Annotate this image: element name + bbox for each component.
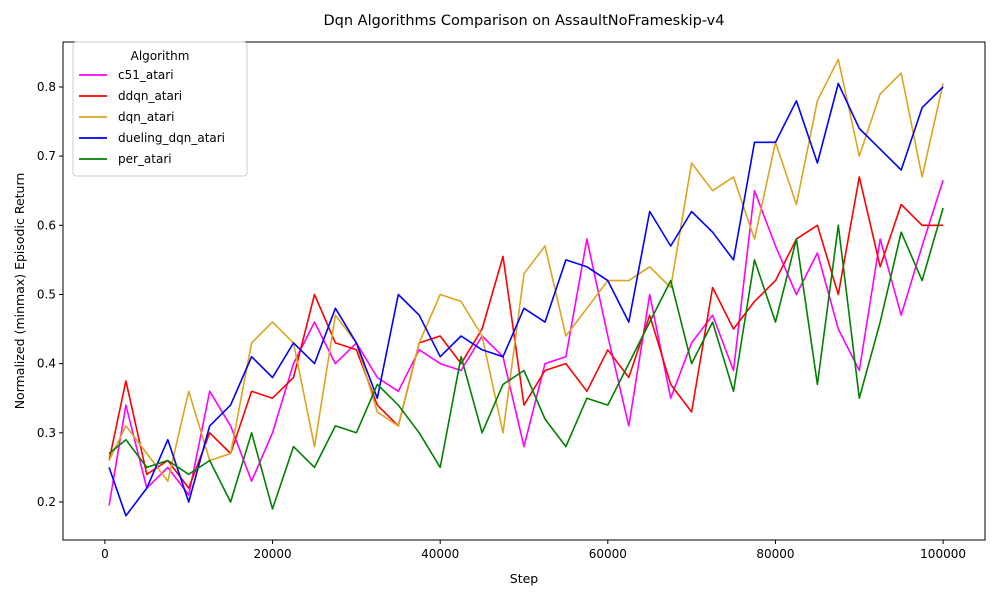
- chart-title: Dqn Algorithms Comparison on AssaultNoFr…: [324, 13, 725, 29]
- x-tick-label: 20000: [253, 547, 291, 561]
- legend-title: Algorithm: [131, 49, 190, 63]
- series-line-c51-atari: [108, 180, 944, 506]
- series-line-dueling-dqn-atari: [108, 82, 944, 517]
- series-line-ddqn-atari: [108, 176, 944, 489]
- legend-label-per-atari: per_atari: [118, 152, 172, 166]
- series-layer: [108, 58, 944, 517]
- legend-entries: c51_atari ddqn_atari dqn_atari dueling_dqn_…: [79, 68, 225, 166]
- legend-label-ddqn-atari: ddqn_atari: [118, 89, 182, 103]
- legend-label-dqn-atari: dqn_atari: [118, 110, 175, 124]
- series-line-dqn-atari: [108, 58, 944, 482]
- y-tick-label: 0.8: [37, 80, 56, 94]
- x-tick-label: 80000: [756, 547, 794, 561]
- legend-box: [72, 41, 248, 177]
- x-tick-label: 100000: [920, 547, 966, 561]
- x-axis-ticks: 0 20000 40000 60000 80000 100000: [101, 540, 966, 561]
- y-axis-label: Normalized (minmax) Episodic Return: [12, 173, 27, 410]
- legend-label-c51-atari: c51_atari: [118, 68, 174, 82]
- x-tick-label: 40000: [421, 547, 459, 561]
- series-line-per-atari: [108, 207, 944, 510]
- y-tick-label: 0.6: [37, 218, 56, 232]
- y-tick-label: 0.3: [37, 426, 56, 440]
- y-axis-ticks: 0.2 0.3 0.4 0.5 0.6 0.7 0.8: [37, 80, 63, 509]
- plot-frame: [62, 41, 986, 541]
- y-tick-label: 0.4: [37, 357, 56, 371]
- x-tick-label: 0: [101, 547, 109, 561]
- y-tick-label: 0.7: [37, 149, 56, 163]
- legend: Algorithm c51_atari ddqn_atari dqn_ataridu…: [72, 41, 248, 177]
- y-tick-label: 0.2: [37, 495, 56, 509]
- legend-label-dueling-dqn-atari: dueling_dqn_atari: [118, 131, 225, 145]
- x-tick-label: 60000: [589, 547, 627, 561]
- x-axis-label: Step: [510, 571, 539, 586]
- y-tick-label: 0.5: [37, 287, 56, 301]
